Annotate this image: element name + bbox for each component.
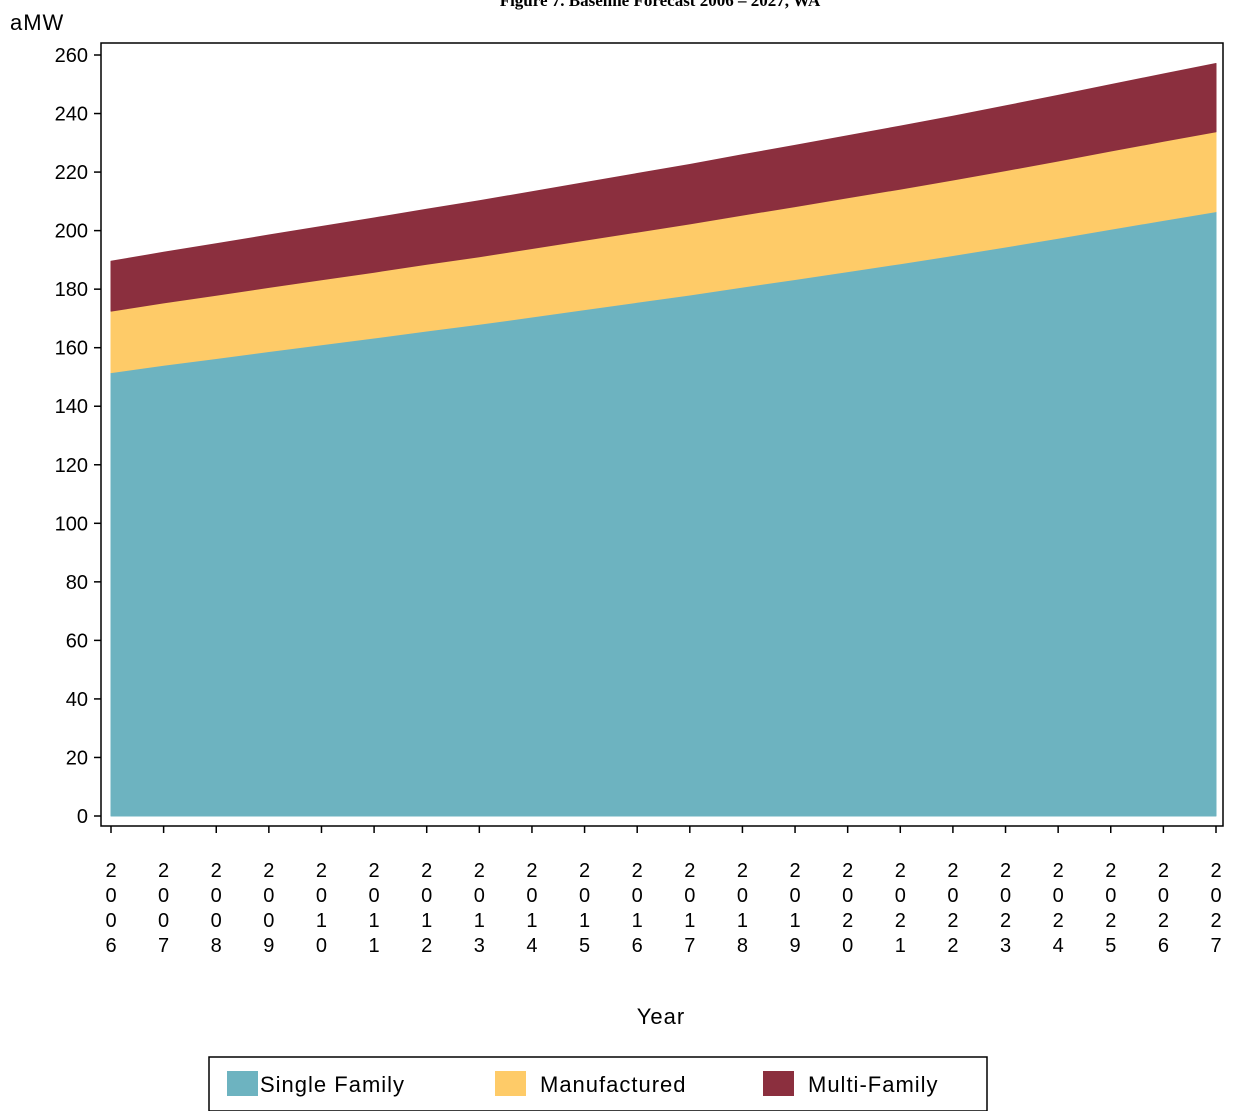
- y-axis-label: aMW: [10, 10, 64, 35]
- y-tick-label: 180: [55, 279, 88, 301]
- y-tick-label: 240: [55, 104, 88, 126]
- y-axis: 0 20 40 60 80 100 120 140 160 180 200 220 240 260: [55, 45, 101, 828]
- legend-label: Manufactured: [540, 1072, 687, 1097]
- x-axis-label: Year: [637, 1004, 685, 1029]
- y-tick-label: 140: [55, 396, 88, 418]
- area-series-multi-family: [110, 63, 1217, 312]
- x-axis: 2 0 0 6 2 0 0 7 2 0 0 8 2 0 0 9 2 0 1 0 2 0 1 1 2 0 1 2 2 0 1 3 2 0 1 4 2 0 1 5…: [105, 826, 1222, 957]
- legend-box: [208, 1056, 988, 1111]
- y-tick-label: 160: [55, 338, 88, 360]
- y-tick-label: 20: [66, 747, 88, 769]
- legend-swatch-multi-family: [763, 1071, 794, 1096]
- legend-swatch-single-family: [227, 1071, 258, 1096]
- chart-title: Figure 7. Baseline Forecast 2006 – 2027,…: [500, 0, 821, 10]
- legend-swatch-manufactured: [495, 1071, 526, 1096]
- legend-label: Multi-Family: [808, 1072, 939, 1097]
- y-tick-label: 40: [66, 689, 88, 711]
- y-tick-label: 60: [66, 630, 88, 652]
- legend: Single Family Manufactured Multi-Family: [227, 1071, 939, 1097]
- y-tick-label: 0: [77, 806, 88, 828]
- legend-label: Single Family: [260, 1072, 405, 1097]
- y-tick-label: 100: [55, 513, 88, 535]
- y-tick-label: 120: [55, 455, 88, 477]
- y-tick-label: 260: [55, 45, 88, 67]
- plot-frame: [100, 42, 1224, 827]
- area-layer: [110, 63, 1217, 817]
- y-tick-label: 200: [55, 221, 88, 243]
- y-tick-label: 220: [55, 162, 88, 184]
- y-tick-label: 80: [66, 572, 88, 594]
